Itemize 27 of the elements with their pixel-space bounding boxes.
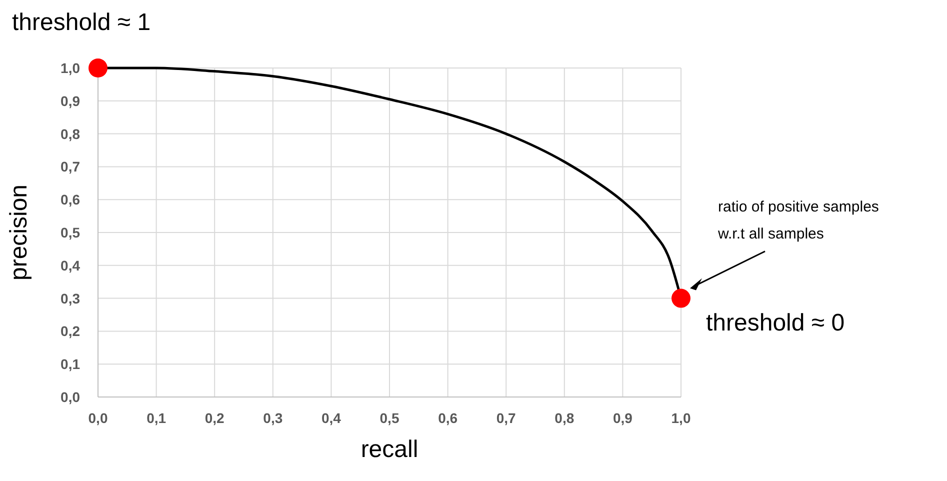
- x-tick-label: 0,3: [263, 410, 283, 426]
- y-tick-label: 0,0: [60, 388, 80, 405]
- y-tick-label: 0,3: [60, 290, 80, 306]
- y-tick-label: 0,6: [60, 192, 80, 208]
- annotation: threshold ≈ 0: [706, 309, 845, 336]
- x-tick-label: 0,1: [146, 410, 166, 426]
- x-tick-label: 0,6: [438, 410, 458, 426]
- y-tick-label: 0,4: [60, 257, 80, 274]
- y-tick-label: 0,7: [60, 158, 80, 175]
- y-tick-label: 0,2: [60, 323, 80, 340]
- y-tick-label: 0,9: [60, 92, 80, 109]
- y-tick-label: 0,5: [60, 224, 80, 240]
- y-tick-label: 0,8: [60, 126, 80, 142]
- text: ratio of positive samples w.r.t all samples: [717, 198, 879, 242]
- x-axis-title: recall: [360, 436, 418, 463]
- x-tick-label: 1,0: [671, 410, 691, 426]
- y-tick-label: 0,1: [60, 356, 80, 372]
- x-tick-label: 0,5: [380, 410, 400, 426]
- y-tick-label: 1,0: [60, 60, 80, 76]
- y-axis-title: precision: [6, 184, 33, 281]
- x-tick-label: 0,9: [612, 410, 633, 426]
- x-tick-label: 0,2: [204, 410, 225, 426]
- x-tick-label: 0,0: [88, 410, 108, 426]
- x-tick-label: 0,4: [321, 410, 342, 426]
- annotation: threshold ≈ 1: [12, 9, 151, 36]
- x-tick-label: 0,8: [554, 410, 574, 426]
- x-tick-label: 0,7: [496, 410, 516, 426]
